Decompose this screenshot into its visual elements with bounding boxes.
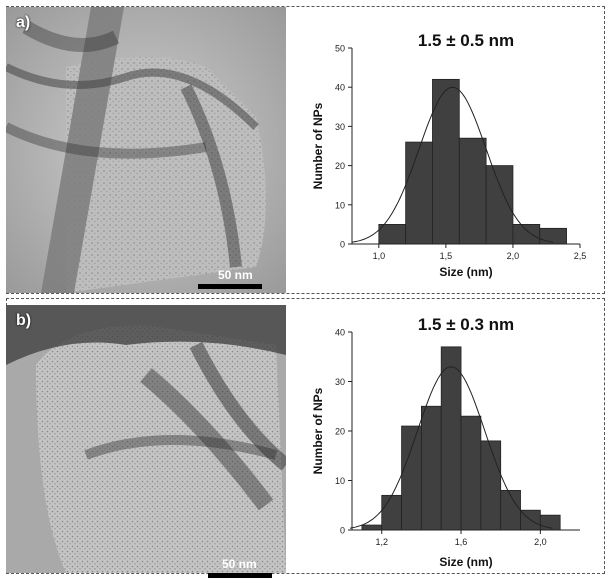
y-axis-label: Number of NPs bbox=[311, 387, 325, 474]
histogram-bar bbox=[381, 494, 402, 531]
y-tick-label: 0 bbox=[340, 240, 345, 250]
histogram-bar bbox=[458, 137, 487, 245]
x-tick-label: 2,0 bbox=[507, 251, 520, 261]
scale-bar-a bbox=[198, 284, 262, 289]
x-tick-label: 2,0 bbox=[534, 537, 547, 547]
histogram-bar bbox=[480, 440, 502, 531]
x-tick-label: 1,2 bbox=[375, 537, 388, 547]
scale-bar-b bbox=[208, 573, 272, 578]
y-tick-label: 10 bbox=[335, 200, 345, 210]
scale-label-a: 50 nm bbox=[218, 268, 253, 282]
histogram-bar bbox=[539, 227, 567, 245]
y-tick-label: 20 bbox=[335, 161, 345, 171]
y-tick-label: 10 bbox=[335, 476, 345, 486]
histogram-bar bbox=[440, 346, 462, 531]
histogram-bar bbox=[361, 524, 383, 531]
x-axis-label: Size (nm) bbox=[439, 265, 492, 279]
x-axis-label: Size (nm) bbox=[439, 555, 492, 569]
tem-micrograph-a bbox=[6, 7, 286, 293]
histogram-bar bbox=[512, 223, 541, 245]
histogram-bar bbox=[405, 141, 433, 245]
x-tick-label: 1,5 bbox=[440, 251, 453, 261]
y-tick-label: 30 bbox=[335, 122, 345, 132]
histogram-bar bbox=[378, 223, 407, 245]
chart-title: 1.5 ± 0.5 nm bbox=[418, 31, 514, 50]
y-tick-label: 50 bbox=[335, 44, 345, 54]
y-tick-label: 40 bbox=[335, 328, 345, 338]
histogram-a: 1.5 ± 0.5 nm 0 10 20 30 40 50 1,0 1,5 2,0 2,5 Size … bbox=[311, 31, 587, 279]
panel-a-letter: a) bbox=[16, 14, 31, 31]
y-axis-label: Number of NPs bbox=[311, 102, 325, 189]
x-tick-label: 2,5 bbox=[574, 251, 587, 261]
gaussian-fit-line bbox=[351, 86, 554, 243]
y-tick-label: 20 bbox=[335, 427, 345, 437]
y-tick-label: 40 bbox=[335, 83, 345, 93]
gaussian-fit-line bbox=[349, 366, 553, 529]
y-tick-label: 0 bbox=[340, 526, 345, 536]
histogram-bar bbox=[460, 415, 482, 531]
y-tick-label: 30 bbox=[335, 377, 345, 387]
histogram-bar bbox=[401, 425, 422, 531]
histogram-bar bbox=[420, 405, 442, 531]
panel-b-letter: b) bbox=[16, 312, 32, 329]
scale-label-b: 50 nm bbox=[222, 557, 257, 571]
x-tick-label: 1,6 bbox=[455, 537, 468, 547]
x-tick-label: 1,0 bbox=[373, 251, 386, 261]
histogram-b: 1.5 ± 0.3 nm 0 10 20 30 40 1,2 1,6 2,0 Size (nm) N… bbox=[311, 315, 580, 569]
chart-title: 1.5 ± 0.3 nm bbox=[418, 315, 514, 334]
tem-micrograph-b bbox=[6, 305, 286, 573]
